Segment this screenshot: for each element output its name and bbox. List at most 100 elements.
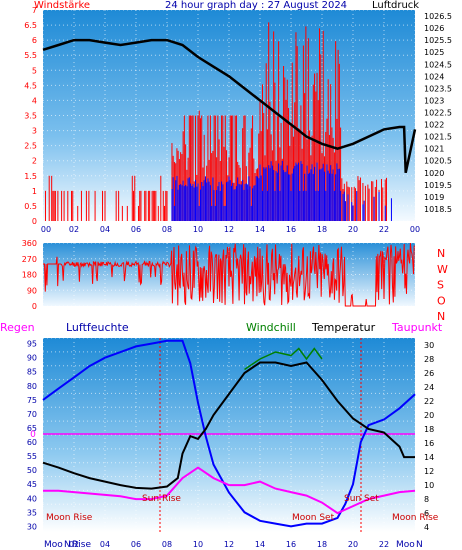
temperature-series-line <box>42 361 415 490</box>
hour-tick: 12 <box>224 225 234 234</box>
pressure-title: Luftdruck <box>372 0 419 11</box>
wind-speed-tick: 2 <box>32 157 37 166</box>
chart-title: 24 hour graph day : 27 August 2024 <box>165 0 347 11</box>
pressure-series-line <box>42 38 417 174</box>
temperature-tick: 30 <box>424 341 434 350</box>
temperature-tick: 6 <box>424 509 429 518</box>
wind-speed-tick: 0 <box>32 217 37 226</box>
temperature-tick: 16 <box>424 439 434 448</box>
humidity-series-line <box>42 339 416 528</box>
temperature-tick: 4 <box>424 523 429 532</box>
wind-speed-tick: 3 <box>32 127 37 136</box>
temperature-title: Temperatur <box>311 321 376 334</box>
hour-tick: 14 <box>255 540 265 549</box>
pressure-tick: 1025 <box>424 48 444 57</box>
compass-label: S <box>437 279 444 292</box>
humidity-tick: 35 <box>27 508 37 517</box>
dewpoint-series-line <box>43 466 416 515</box>
temperature-tick: 12 <box>424 467 434 476</box>
moon-short-left-a: Moo <box>44 540 63 550</box>
pressure-tick: 1023.5 <box>424 84 452 93</box>
humidity-tick: 65 <box>27 424 37 433</box>
humidity-tick: 90 <box>27 354 37 363</box>
hour-tick: 06 <box>131 540 141 549</box>
direction-tick: 90 <box>27 286 37 295</box>
humidity-tick: 70 <box>27 410 37 419</box>
humidity-tick: 40 <box>27 494 37 503</box>
wind-speed-tick: 0.5 <box>24 202 37 211</box>
wind-speed-title: Windstärke <box>34 0 90 11</box>
humidity-tick: 80 <box>27 382 37 391</box>
temperature-tick: 24 <box>424 383 434 392</box>
hour-tick: 20 <box>348 540 358 549</box>
dewpoint-title: Taupunkt <box>391 321 443 334</box>
moon-rise-right-label: Moon Rise <box>392 513 439 523</box>
n-short-right: N <box>416 540 423 550</box>
direction-tick: 360 <box>22 239 37 248</box>
hour-tick: 04 <box>100 225 110 234</box>
wind-speed-tick: 1.5 <box>24 172 37 181</box>
hour-tick: 02 <box>69 225 79 234</box>
hour-tick: 16 <box>286 225 296 234</box>
compass-label: N <box>437 247 445 260</box>
temperature-tick: 10 <box>424 481 434 490</box>
hour-tick: 20 <box>348 225 358 234</box>
sun-rise-label: Sun Rise <box>142 494 181 504</box>
hour-tick: 08 <box>162 225 172 234</box>
wind-speed-tick: 4.5 <box>24 81 37 90</box>
temperature-tick: 8 <box>424 495 429 504</box>
wind-speed-tick: 7 <box>32 6 37 15</box>
moon-rise-left-label: Moon Rise <box>46 513 93 523</box>
direction-tick: 180 <box>22 271 37 280</box>
pressure-tick: 1022 <box>424 121 444 130</box>
pressure-tick: 1024.5 <box>424 60 452 69</box>
direction-tick: 270 <box>22 255 37 264</box>
pressure-tick: 1025.5 <box>424 36 452 45</box>
humidity-tick: 55 <box>27 452 37 461</box>
pressure-tick: 1021 <box>424 145 444 154</box>
direction-tick: 0 <box>32 302 37 311</box>
hour-tick: 22 <box>379 225 389 234</box>
pressure-tick: 1021.5 <box>424 133 452 142</box>
moon-set-label: Moon Set <box>292 513 335 523</box>
wind-direction-series-line <box>43 243 415 307</box>
windchill-series-line <box>244 347 323 371</box>
temperature-tick: 22 <box>424 397 434 406</box>
pressure-tick: 1019.5 <box>424 181 452 190</box>
pressure-tick: 1023 <box>424 96 444 105</box>
pressure-tick: 1020 <box>424 169 444 178</box>
pressure-tick: 1019 <box>424 193 444 202</box>
wind-speed-tick: 1 <box>32 187 37 196</box>
hour-tick: 06 <box>131 225 141 234</box>
hour-tick: 18 <box>317 540 327 549</box>
hour-tick: 12 <box>224 540 234 549</box>
humidity-tick: 95 <box>27 340 37 349</box>
hour-tick: 16 <box>286 540 296 549</box>
wind-speed-tick: 5 <box>32 66 37 75</box>
wind-speed-tick: 3.5 <box>24 112 37 121</box>
hour-tick: 02 <box>69 540 79 549</box>
humidity-tick: 45 <box>27 480 37 489</box>
humidity-tick: 60 <box>27 438 37 447</box>
sun-set-label: Sun Set <box>344 494 379 504</box>
temperature-tick: 28 <box>424 355 434 364</box>
compass-label: O <box>437 294 446 307</box>
hour-tick: 08 <box>162 540 172 549</box>
temperature-tick: 18 <box>424 425 434 434</box>
hour-tick: 18 <box>317 225 327 234</box>
rain-axis-tick: 0 <box>30 430 36 440</box>
pressure-tick: 1026 <box>424 24 444 33</box>
temperature-tick: 26 <box>424 369 434 378</box>
rain-title: Regen <box>0 321 35 334</box>
n-short-left: N <box>64 540 71 550</box>
moon-short-right: Moo <box>396 540 415 550</box>
compass-label: N <box>437 310 445 323</box>
hour-tick: 04 <box>100 540 110 549</box>
humidity-tick: 30 <box>27 522 37 531</box>
humidity-tick: 75 <box>27 396 37 405</box>
pressure-tick: 1022.5 <box>424 108 452 117</box>
wind-speed-tick: 5.5 <box>24 51 37 60</box>
temperature-tick: 14 <box>424 453 434 462</box>
